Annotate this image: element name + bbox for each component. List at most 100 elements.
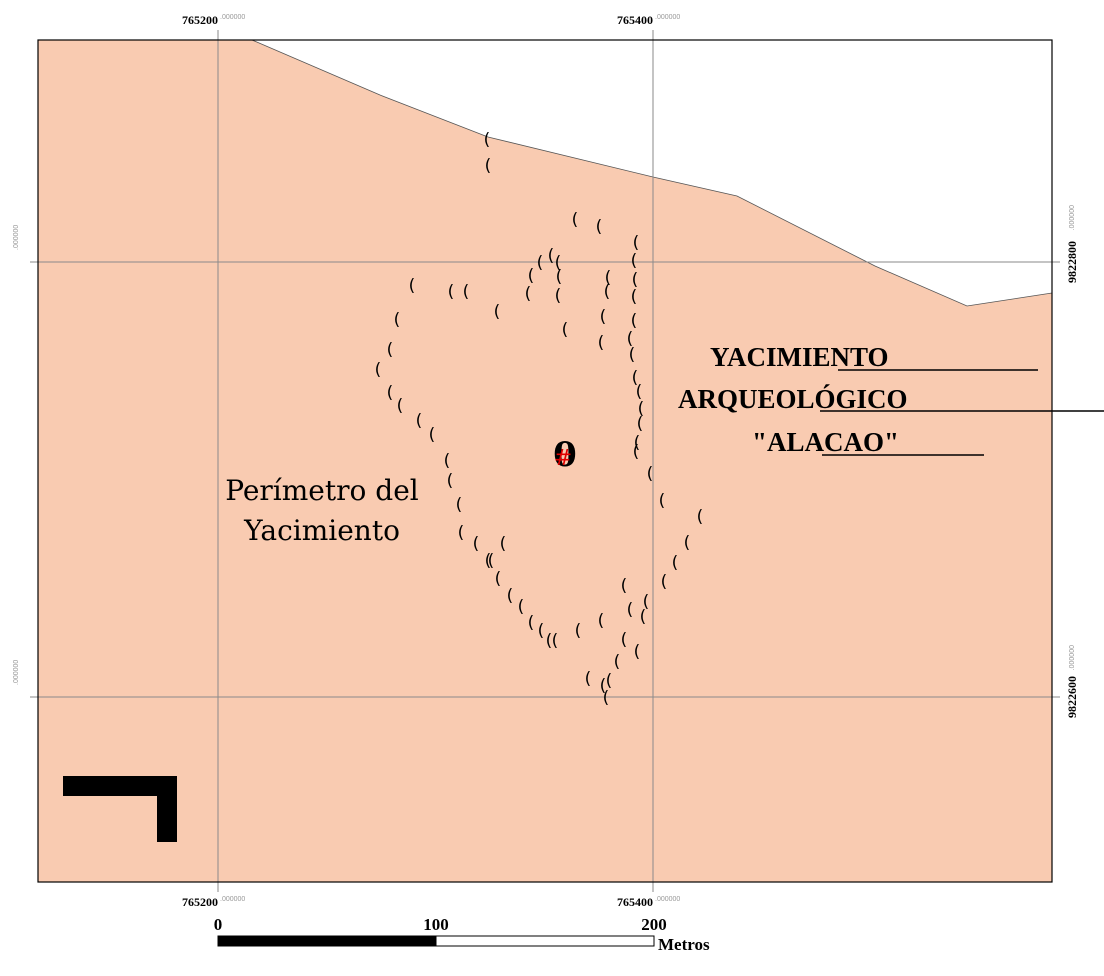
perimeter-mark: ( bbox=[394, 310, 401, 330]
perimeter-mark: ( bbox=[598, 611, 605, 631]
perimeter-mark: ( bbox=[638, 399, 645, 419]
perimeter-mark: ( bbox=[621, 630, 628, 650]
perimeter-mark: ( bbox=[627, 600, 634, 620]
perimeter-mark: ( bbox=[598, 333, 605, 353]
perimeter-mark: ( bbox=[500, 534, 507, 554]
perimeter-mark: ( bbox=[600, 676, 607, 696]
perimeter-mark: ( bbox=[633, 442, 640, 462]
perimeter-mark: ( bbox=[495, 569, 502, 589]
perimeter-mark: ( bbox=[528, 266, 535, 286]
perimeter-mark: ( bbox=[552, 631, 559, 651]
perimeter-mark: ( bbox=[416, 411, 423, 431]
perimeter-mark: ( bbox=[585, 669, 592, 689]
perimeter-mark: ( bbox=[556, 267, 563, 287]
coord-right-1: 9822800 bbox=[1065, 241, 1079, 283]
map-frame bbox=[37, 39, 1053, 883]
coord-bottom-2-dec: .000000 bbox=[655, 896, 680, 903]
perimeter-mark: ( bbox=[631, 311, 638, 331]
perimeter-mark: ( bbox=[447, 471, 454, 491]
boundary-line bbox=[251, 39, 1053, 307]
coord-left-1-dec: .000000 bbox=[13, 225, 20, 250]
perimeter-mark: ( bbox=[627, 329, 634, 349]
perimeter-mark: ( bbox=[463, 282, 470, 302]
scale-segment-1 bbox=[217, 935, 437, 947]
coord-top-1-dec: .000000 bbox=[220, 14, 245, 21]
perimeter-mark: ( bbox=[614, 652, 621, 672]
site-title-line1: YACIMIENTO bbox=[710, 342, 889, 372]
coord-left-2-dec: .000000 bbox=[13, 660, 20, 685]
perimeter-mark: ( bbox=[485, 156, 492, 176]
site-title-line2: ARQUEOLÓGICO bbox=[678, 384, 908, 414]
perimeter-mark: ( bbox=[633, 233, 640, 253]
graticule bbox=[30, 30, 1060, 892]
perimeter-mark: ( bbox=[507, 586, 514, 606]
perimeter-mark: ( bbox=[397, 396, 404, 416]
perimeter-mark: ( bbox=[546, 631, 553, 651]
perimeter-mark: ( bbox=[444, 451, 451, 471]
perimeter-mark: ( bbox=[485, 551, 492, 571]
perimeter-mark: ( bbox=[458, 523, 465, 543]
perimeter-mark: ( bbox=[596, 217, 603, 237]
land-area bbox=[38, 40, 1052, 882]
perimeter-mark: ( bbox=[375, 360, 382, 380]
scale-unit: Metros bbox=[658, 935, 710, 954]
scale-tick-200: 200 bbox=[641, 915, 667, 934]
perimeter-label-line2: Yacimiento bbox=[243, 514, 400, 547]
perimeter-mark: ( bbox=[643, 592, 650, 612]
perimeter-mark: ( bbox=[603, 688, 610, 708]
perimeter-mark: ( bbox=[387, 383, 394, 403]
coord-top-1: 765200 bbox=[182, 13, 218, 27]
perimeter-mark: ( bbox=[548, 246, 555, 266]
perimeter-mark: ( bbox=[448, 282, 455, 302]
perimeter-mark: ( bbox=[647, 464, 654, 484]
perimeter-mark: ( bbox=[697, 507, 704, 527]
perimeter-mark: ( bbox=[572, 210, 579, 230]
perimeter-mark: ( bbox=[632, 270, 639, 290]
perimeter-mark: ( bbox=[604, 282, 611, 302]
perimeter-mark: ( bbox=[528, 613, 535, 633]
site-title-line3: "ALACAO" bbox=[752, 427, 899, 457]
perimeter-marks: ((((((((((((((((((((((((((((((((((((((((… bbox=[375, 130, 704, 708]
perimeter-label-line1: Perímetro del bbox=[225, 474, 419, 507]
perimeter-mark: ( bbox=[621, 576, 628, 596]
coord-right-1-dec: .000000 bbox=[1069, 205, 1076, 230]
perimeter-mark: ( bbox=[484, 130, 491, 150]
perimeter-mark: ( bbox=[387, 340, 394, 360]
coord-right-2-dec: .000000 bbox=[1069, 645, 1076, 670]
perimeter-mark: ( bbox=[537, 253, 544, 273]
coord-bottom-2: 765400 bbox=[617, 895, 653, 909]
perimeter-mark: ( bbox=[555, 286, 562, 306]
center-hash: # bbox=[554, 446, 572, 471]
perimeter-mark: ( bbox=[629, 345, 636, 365]
scale-tick-0: 0 bbox=[214, 915, 223, 934]
scale-bar: 0 100 200 Metros bbox=[214, 915, 710, 954]
perimeter-mark: ( bbox=[562, 320, 569, 340]
coord-bottom-1-dec: .000000 bbox=[220, 896, 245, 903]
perimeter-mark: ( bbox=[659, 491, 666, 511]
perimeter-mark: ( bbox=[456, 495, 463, 515]
perimeter-mark: ( bbox=[488, 551, 495, 571]
coord-top-2: 765400 bbox=[617, 13, 653, 27]
perimeter-mark: ( bbox=[605, 268, 612, 288]
corner-block-icon bbox=[63, 776, 177, 842]
scale-segment-2 bbox=[435, 935, 655, 947]
perimeter-mark: ( bbox=[637, 414, 644, 434]
coord-right-2: 9822600 bbox=[1065, 676, 1079, 718]
perimeter-mark: ( bbox=[640, 607, 647, 627]
perimeter-mark: ( bbox=[661, 572, 668, 592]
coord-top-2-dec: .000000 bbox=[655, 14, 680, 21]
perimeter-mark: ( bbox=[518, 597, 525, 617]
perimeter-mark: ( bbox=[634, 433, 641, 453]
site-title-underlines bbox=[820, 369, 1104, 456]
perimeter-mark: ( bbox=[634, 642, 641, 662]
perimeter-mark: ( bbox=[473, 534, 480, 554]
perimeter-mark: ( bbox=[672, 553, 679, 573]
perimeter-mark: ( bbox=[409, 276, 416, 296]
perimeter-mark: ( bbox=[555, 253, 562, 273]
scale-tick-100: 100 bbox=[423, 915, 449, 934]
perimeter-mark: ( bbox=[525, 284, 532, 304]
perimeter-mark: ( bbox=[429, 425, 436, 445]
center-symbol: 0 bbox=[553, 435, 577, 475]
